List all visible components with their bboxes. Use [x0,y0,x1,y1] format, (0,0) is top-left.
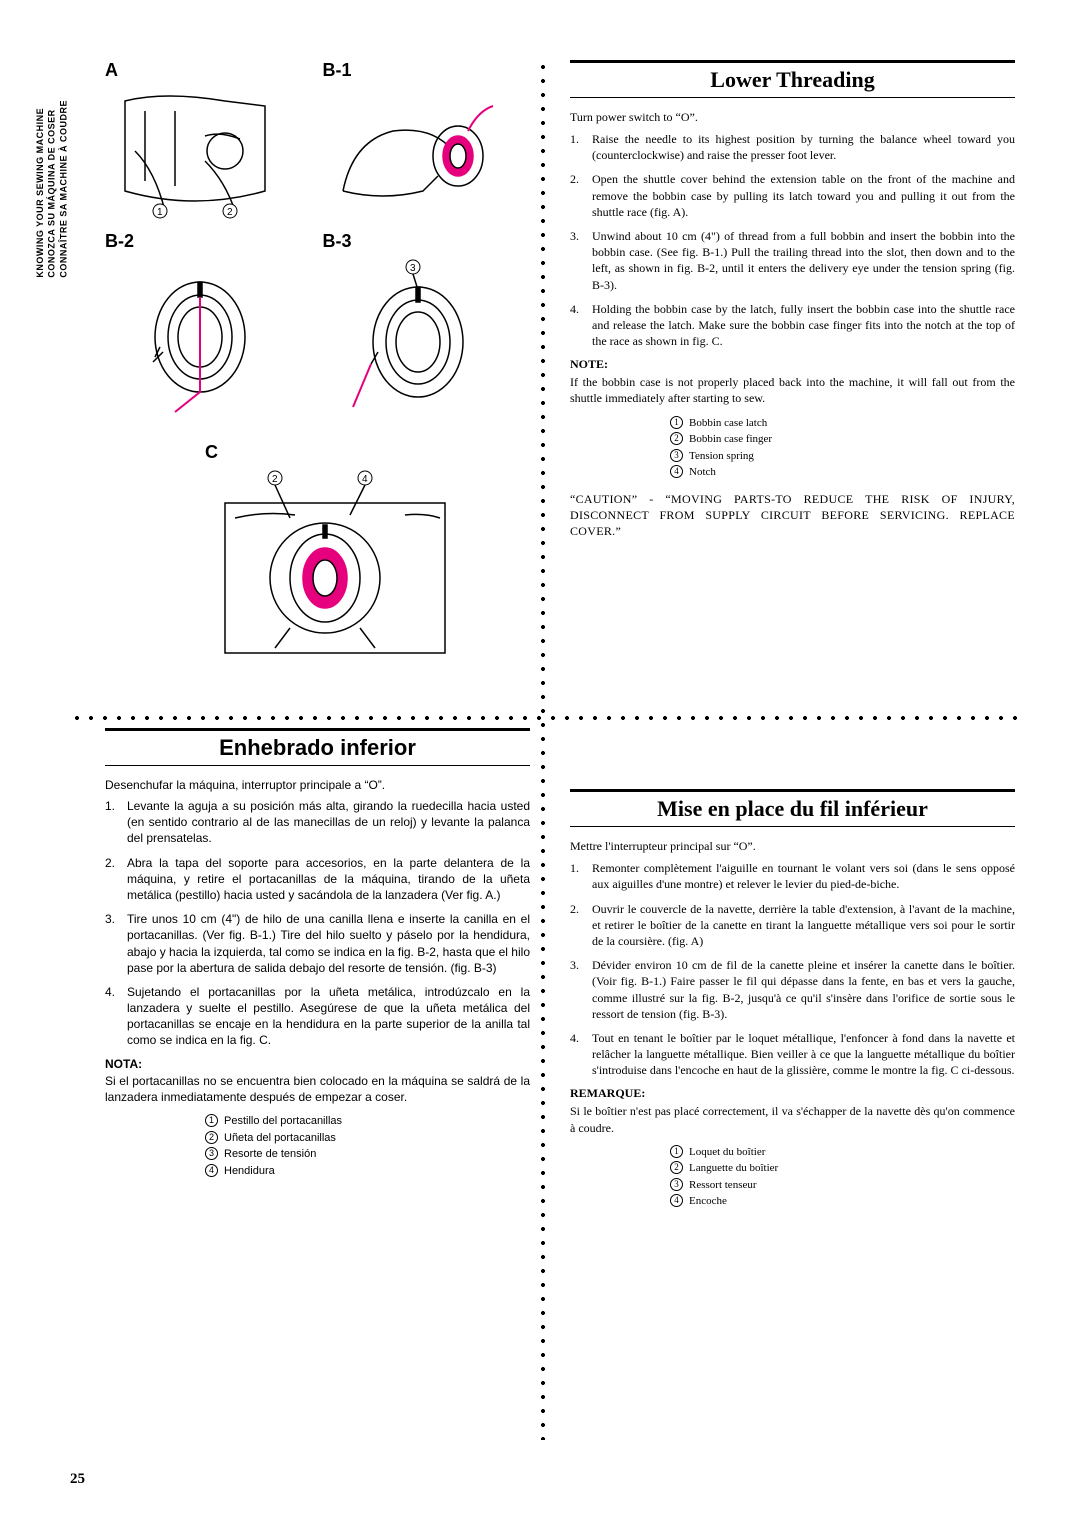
figure-b1: B-1 [323,60,531,221]
en-caution: “CAUTION” - “MOVING PARTS-TO REDUCE THE … [570,491,1015,540]
figure-c: C 2 4 [205,442,530,673]
fr-intro: Mettre l'interrupteur principal sur “O”. [570,839,1015,854]
figure-b3: B-3 3 [323,231,531,422]
en-intro: Turn power switch to “O”. [570,110,1015,125]
svg-text:4: 4 [362,474,368,485]
svg-text:2: 2 [272,474,278,485]
page-number: 25 [70,1471,85,1488]
en-legend: 1Bobbin case latch 2Bobbin case finger 3… [670,415,1015,481]
figures-area: A 1 2 B-1 [105,60,530,422]
es-step-3: Tire unos 10 cm (4") de hilo de una cani… [127,911,530,976]
en-step-4: Holding the bobbin case by the latch, fu… [592,301,1015,350]
figure-b2: B-2 [105,231,313,422]
figure-a: A 1 2 [105,60,313,221]
en-note-label: NOTE: [570,357,1015,372]
es-intro: Desenchufar la máquina, interruptor prin… [105,778,530,792]
fr-note-label: REMARQUE: [570,1086,1015,1101]
en-title: Lower Threading [570,60,1015,98]
es-legend: 1Pestillo del portacanillas 2Uñeta del p… [205,1113,530,1179]
es-note-label: NOTA: [105,1057,530,1071]
en-note: If the bobbin case is not properly place… [570,374,1015,406]
fr-step-4: Tout en tenant le boîtier par le loquet … [592,1030,1015,1079]
fr-step-3: Dévider environ 10 cm de fil de la canet… [592,957,1015,1022]
svg-text:3: 3 [410,263,416,274]
es-step-1: Levante la aguja a su posición más alta,… [127,798,530,847]
en-steps: Raise the needle to its highest position… [570,131,1015,349]
fr-step-1: Remonter complètement l'aiguille en tour… [592,860,1015,892]
fr-steps: Remonter complètement l'aiguille en tour… [570,860,1015,1078]
es-title: Enhebrado inferior [105,728,530,766]
english-section: Lower Threading Turn power switch to “O”… [570,60,1015,539]
spanish-section: Enhebrado inferior Desenchufar la máquin… [105,728,530,1179]
fr-step-2: Ouvrir le couvercle de la navette, derri… [592,901,1015,950]
french-section: Mise en place du fil inférieur Mettre l'… [570,789,1015,1210]
svg-text:2: 2 [227,207,233,218]
en-step-1: Raise the needle to its highest position… [592,131,1015,163]
fr-title: Mise en place du fil inférieur [570,789,1015,827]
svg-text:1: 1 [157,207,163,218]
fr-note: Si le boîtier n'est pas placé correcteme… [570,1103,1015,1135]
fr-legend: 1Loquet du boîtier 2Languette du boîtier… [670,1144,1015,1210]
en-step-2: Open the shuttle cover behind the extens… [592,171,1015,220]
es-step-2: Abra la tapa del soporte para accesorios… [127,855,530,904]
es-steps: Levante la aguja a su posición más alta,… [105,798,530,1049]
en-step-3: Unwind about 10 cm (4") of thread from a… [592,228,1015,293]
es-note: Si el portacanillas no se encuentra bien… [105,1073,530,1105]
es-step-4: Sujetando el portacanillas por la uñeta … [127,984,530,1049]
